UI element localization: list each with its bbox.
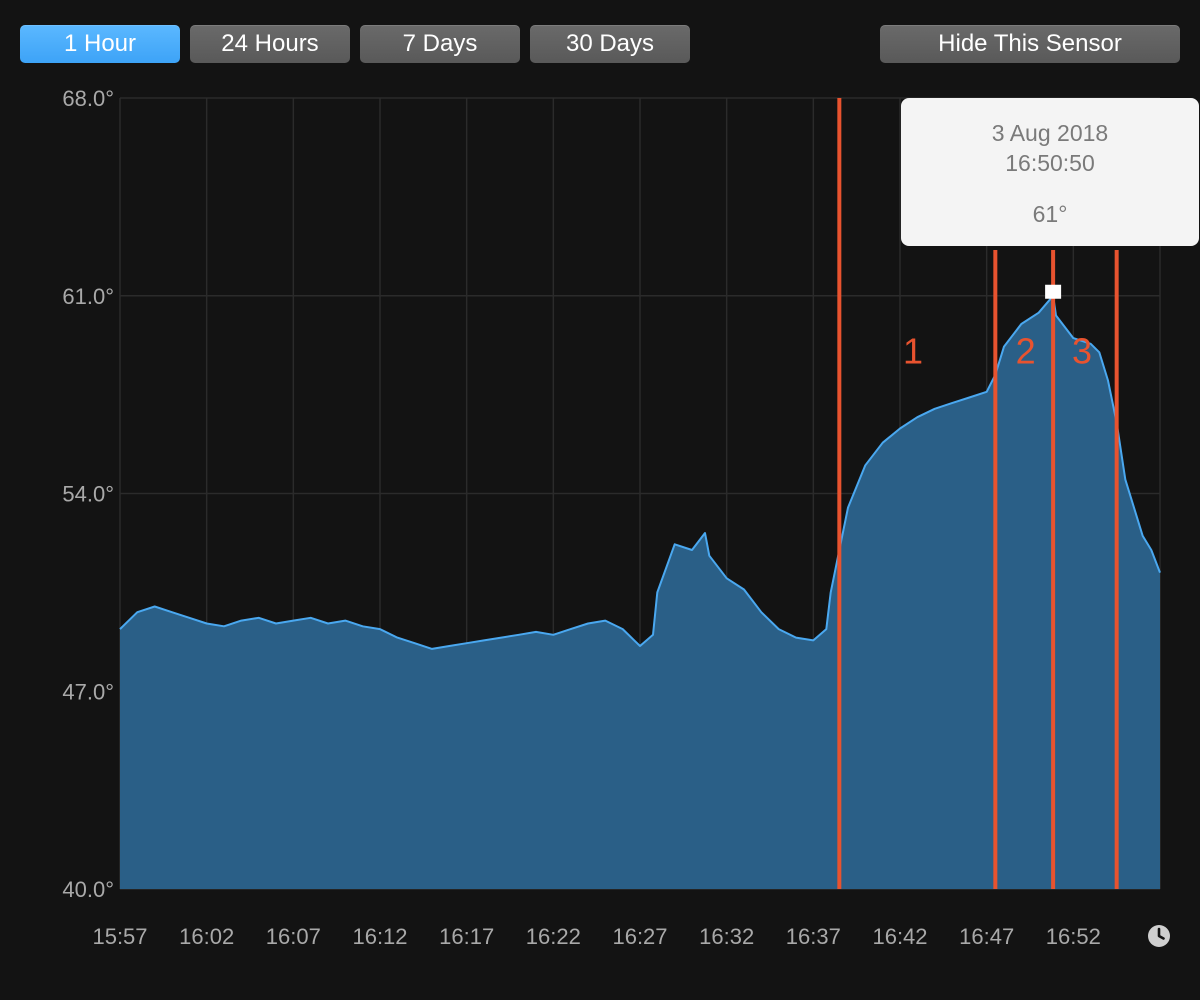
series-line xyxy=(119,294,1161,650)
x-tick-label: 15:57 xyxy=(92,924,147,949)
x-tick-label: 16:37 xyxy=(786,924,841,949)
x-tick-label: 16:07 xyxy=(266,924,321,949)
value-tooltip: 3 Aug 2018 16:50:50 61° xyxy=(901,98,1199,246)
x-tick-label: 16:47 xyxy=(959,924,1014,949)
range-24-hours-button[interactable]: 24 Hours xyxy=(190,25,350,63)
y-tick-label: 47.0° xyxy=(62,679,114,704)
range-1-hour-button[interactable]: 1 Hour xyxy=(20,25,180,63)
y-tick-label: 40.0° xyxy=(62,877,114,902)
x-tick-label: 16:27 xyxy=(612,924,667,949)
toolbar: 1 Hour 24 Hours 7 Days 30 Days Hide This… xyxy=(0,0,1200,80)
y-tick-label: 68.0° xyxy=(62,86,114,111)
range-30-days-button[interactable]: 30 Days xyxy=(530,25,690,63)
clock-icon[interactable] xyxy=(1147,924,1171,948)
x-tick-label: 16:02 xyxy=(179,924,234,949)
range-7-days-button[interactable]: 7 Days xyxy=(360,25,520,63)
x-tick-label: 16:42 xyxy=(872,924,927,949)
series-area xyxy=(120,295,1160,889)
y-tick-label: 54.0° xyxy=(62,482,114,507)
x-tick-label: 16:32 xyxy=(699,924,754,949)
x-tick-label: 16:17 xyxy=(439,924,494,949)
annotation-label-1: 1 xyxy=(903,331,923,372)
tooltip-time: 16:50:50 xyxy=(1005,150,1095,176)
tooltip-date: 3 Aug 2018 xyxy=(991,120,1109,146)
y-tick-label: 61.0° xyxy=(62,284,114,309)
tooltip-value: 61° xyxy=(1032,201,1068,227)
x-tick-label: 16:22 xyxy=(526,924,581,949)
selected-point-marker xyxy=(1045,284,1062,299)
x-tick-label: 16:12 xyxy=(352,924,407,949)
annotation-label-2: 2 xyxy=(1016,331,1036,372)
annotation-label-3: 3 xyxy=(1072,331,1092,372)
hide-sensor-button[interactable]: Hide This Sensor xyxy=(880,25,1180,63)
x-tick-label: 16:52 xyxy=(1046,924,1101,949)
